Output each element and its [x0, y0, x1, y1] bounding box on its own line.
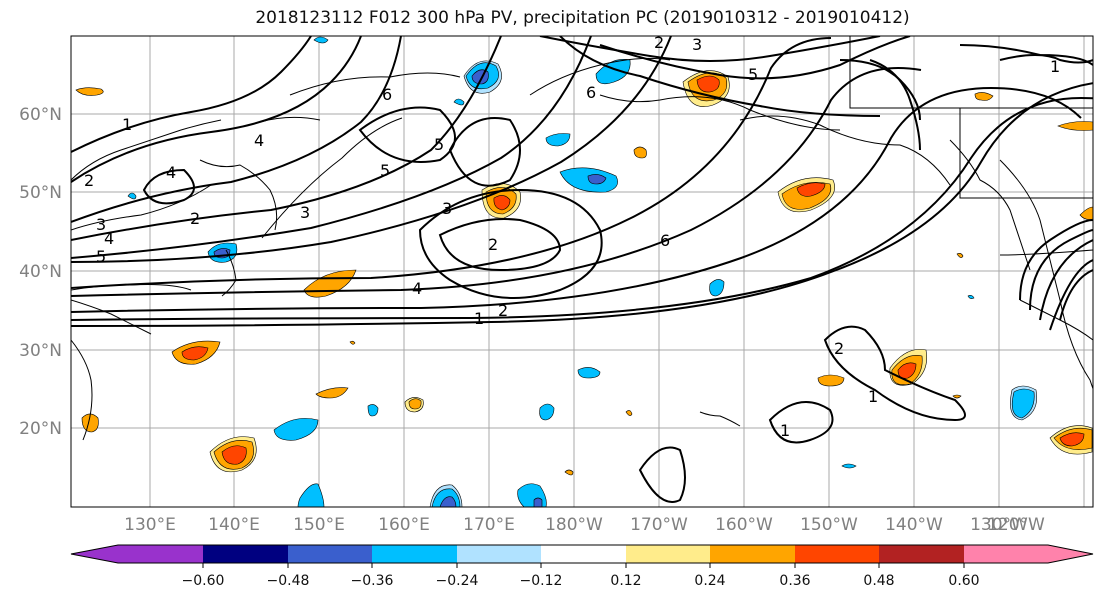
- contour-label: 1: [780, 421, 790, 440]
- colorbar-label: 0.48: [863, 573, 894, 589]
- contour-label: 2: [498, 301, 508, 320]
- colorbar-label: −0.12: [520, 573, 563, 589]
- colorbar-label: −0.36: [351, 573, 394, 589]
- colorbar-swatch: [288, 545, 372, 563]
- contour-label: 2: [488, 235, 498, 254]
- lon-tick-label: 150°W: [800, 515, 858, 535]
- contour-label: 6: [586, 83, 596, 102]
- colorbar: −0.60 −0.48 −0.36 −0.24 −0.12 0.12 0.24 …: [70, 544, 1094, 589]
- colorbar-swatch: [879, 545, 964, 563]
- colorbar-outline: [70, 544, 1094, 564]
- lon-tick-label: 160°E: [378, 515, 430, 535]
- contour-label: 2: [84, 171, 94, 190]
- graticule: [71, 36, 1093, 507]
- lon-tick-label: 150°E: [293, 515, 345, 535]
- colorbar-swatch: [964, 545, 1048, 563]
- colorbar-swatch: [795, 545, 879, 563]
- contour-label: 4: [412, 279, 422, 298]
- contour-label: 5: [748, 65, 758, 84]
- colorbar-label: −0.24: [436, 573, 479, 589]
- lat-axis: 60°N 50°N 40°N 30°N 20°N: [19, 105, 62, 439]
- contour-label: 1: [122, 115, 132, 134]
- colorbar-label: 0.60: [948, 573, 979, 589]
- contour-label: 3: [300, 203, 310, 222]
- lon-axis: 130°E 140°E 150°E 160°E 170°E 180°W 170°…: [124, 515, 1045, 535]
- pv-contours: [71, 36, 1093, 503]
- colorbar-ticks: [202, 563, 965, 568]
- lon-tick-label: 170°E: [463, 515, 515, 535]
- colorbar-label: 0.12: [610, 573, 641, 589]
- colorbar-label: 0.36: [779, 573, 810, 589]
- contour-label: 2: [654, 33, 664, 52]
- colorbar-swatch: [457, 545, 541, 563]
- contour-label: 4: [104, 229, 114, 248]
- contour-label: 5: [380, 161, 390, 180]
- colorbar-label: −0.48: [267, 573, 310, 589]
- contour-label: 3: [442, 199, 452, 218]
- map-title: 2018123112 F012 300 hPa PV, precipitatio…: [255, 8, 910, 28]
- colorbar-swatch: [118, 545, 203, 563]
- lon-tick-label: 170°W: [630, 515, 688, 535]
- lon-tick-label: 130°E: [124, 515, 176, 535]
- contour-label: 3: [692, 35, 702, 54]
- pv-contour-labels: 1 2 3 4 5 6 4 5 6 5 3 2 2 4 1 2 3 5 6 1 …: [84, 33, 1060, 440]
- lat-tick-label: 20°N: [19, 419, 62, 439]
- colorbar-label: −0.60: [182, 573, 225, 589]
- colorbar-swatch: [626, 545, 710, 563]
- colorbar-swatch: [203, 545, 288, 563]
- coastlines: [71, 36, 1093, 441]
- lon-tick-label: 180°W: [545, 515, 603, 535]
- lat-tick-label: 60°N: [19, 105, 62, 125]
- map-frame: [70, 35, 1094, 508]
- colorbar-swatch: [710, 545, 795, 563]
- contour-label: 1: [474, 309, 484, 328]
- contour-label: 2: [834, 339, 844, 358]
- lon-tick-label: 130°W: [970, 515, 1028, 535]
- lon-tick-label: 120°W: [987, 515, 1045, 535]
- colorbar-high-extend: [1048, 545, 1093, 563]
- colorbar-label: 0.24: [694, 573, 725, 589]
- contour-label: 3: [96, 215, 106, 234]
- colorbar-swatch: [541, 545, 626, 563]
- lat-tick-label: 40°N: [19, 262, 62, 282]
- lat-tick-label: 50°N: [19, 183, 62, 203]
- contour-label: 1: [868, 387, 878, 406]
- lon-tick-label: 140°E: [208, 515, 260, 535]
- contour-label: 2: [190, 209, 200, 228]
- contour-label: 1: [1050, 57, 1060, 76]
- contour-label: 4: [254, 131, 264, 150]
- lat-tick-label: 30°N: [19, 341, 62, 361]
- colorbar-swatch: [372, 545, 457, 563]
- contour-label: 4: [166, 163, 176, 182]
- lon-tick-label: 160°W: [715, 515, 773, 535]
- contour-label: 5: [434, 135, 444, 154]
- contour-label: 5: [96, 247, 106, 266]
- colorbar-low-extend: [71, 545, 118, 563]
- contour-label: 6: [382, 85, 392, 104]
- lon-tick-label: 140°W: [885, 515, 943, 535]
- contour-label: 6: [660, 231, 670, 250]
